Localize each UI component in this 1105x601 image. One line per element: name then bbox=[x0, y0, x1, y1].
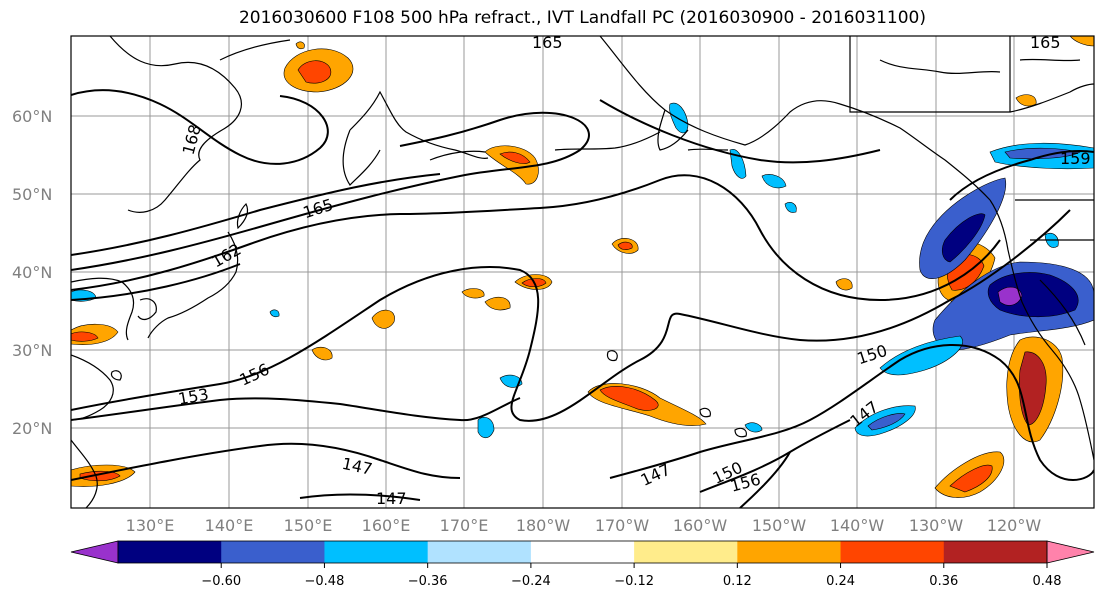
colorbar-tick-label: 0.36 bbox=[929, 574, 958, 589]
contour-label: 165 bbox=[532, 33, 563, 52]
lon-label: 170°W bbox=[595, 516, 650, 535]
colorbar-box bbox=[221, 541, 325, 563]
lon-label: 150°E bbox=[284, 516, 333, 535]
contour-label: 147 bbox=[376, 489, 407, 508]
colorbar-extend-low bbox=[70, 540, 119, 564]
lat-label: 40°N bbox=[12, 263, 52, 282]
colorbar-box bbox=[634, 541, 738, 563]
colorbar-tick-label: 0.24 bbox=[826, 574, 855, 589]
map-border bbox=[70, 35, 1095, 509]
lat-label: 30°N bbox=[12, 341, 52, 360]
lon-label: 160°W bbox=[673, 516, 728, 535]
colorbar-tick-label: 0.12 bbox=[723, 574, 752, 589]
colorbar-box bbox=[118, 541, 222, 563]
lat-label: 50°N bbox=[12, 185, 52, 204]
lon-label: 180°W bbox=[516, 516, 571, 535]
refractivity-contours bbox=[71, 89, 1094, 508]
contour-label: 165 bbox=[1030, 33, 1061, 52]
colorbar-tick-label: 0.48 bbox=[1033, 574, 1062, 589]
lat-label: 20°N bbox=[12, 419, 52, 438]
lon-label: 140°W bbox=[830, 516, 885, 535]
colorbar-box bbox=[840, 541, 945, 563]
lat-label: 60°N bbox=[12, 107, 52, 126]
graticule bbox=[71, 36, 1094, 508]
colorbar-tick-label: −0.60 bbox=[201, 574, 241, 589]
colorbar-box bbox=[737, 541, 842, 563]
lon-label: 170°E bbox=[440, 516, 489, 535]
colorbar-tick-label: −0.48 bbox=[305, 574, 345, 589]
map-title: 2016030600 F108 500 hPa refract., IVT La… bbox=[238, 8, 926, 28]
map-content: 165 168 165 162 156 153 150 147 147 147 … bbox=[71, 33, 1094, 508]
colorbar-box bbox=[427, 541, 532, 563]
latitude-labels: 60°N 50°N 40°N 30°N 20°N bbox=[12, 107, 52, 438]
lon-label: 140°E bbox=[205, 516, 254, 535]
colorbar-box bbox=[324, 541, 429, 563]
colorbar-extend-high bbox=[1046, 540, 1095, 564]
colorbar-box bbox=[530, 541, 635, 563]
colorbar-tick-label: −0.12 bbox=[614, 574, 654, 589]
colorbar: −0.60 −0.48 −0.36 −0.24 −0.12 0.12 0.24 0.36 0.4… bbox=[70, 540, 1095, 589]
colorbar-tick-label: −0.36 bbox=[408, 574, 448, 589]
lon-label: 160°E bbox=[362, 516, 411, 535]
lon-label: 150°W bbox=[752, 516, 807, 535]
colorbar-tick-label: −0.24 bbox=[511, 574, 551, 589]
colorbar-box bbox=[943, 541, 1048, 563]
lon-label: 130°E bbox=[126, 516, 175, 535]
lon-label: 120°W bbox=[987, 516, 1042, 535]
coastlines bbox=[71, 36, 1094, 508]
longitude-labels: 130°E 140°E 150°E 160°E 170°E 180°W 170°… bbox=[126, 516, 1042, 535]
lon-label: 130°W bbox=[909, 516, 964, 535]
contour-label: 159 bbox=[1060, 149, 1091, 168]
